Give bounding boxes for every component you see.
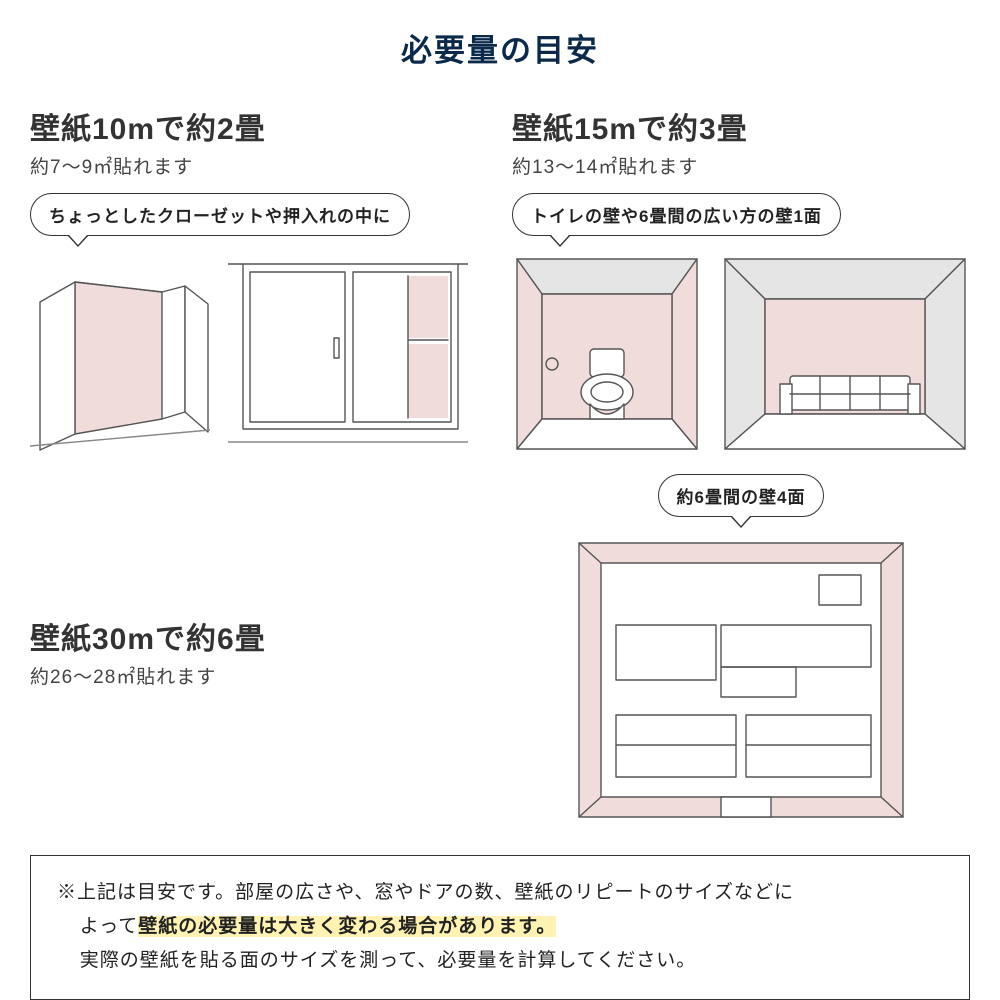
section-30m-illustration: 約6畳間の壁4面: [512, 474, 970, 825]
toilet-room-icon: [512, 254, 702, 454]
room-accent-wall-icon: [720, 254, 970, 454]
speech-bubble: 約6畳間の壁4面: [658, 474, 825, 517]
note-highlight: 壁紙の必要量は大きく変わる場合があります。: [138, 916, 556, 937]
speech-bubble: ちょっとしたクローゼットや押入れの中に: [30, 193, 410, 236]
note-text: よって: [80, 916, 138, 937]
note-line-2: よって壁紙の必要量は大きく変わる場合があります。: [57, 910, 943, 944]
section-sub: 約26～28㎡貼れます: [30, 662, 472, 689]
floor-plan-icon: [571, 535, 911, 825]
section-heading: 壁紙10mで約2畳: [30, 104, 472, 148]
section-30m: 壁紙30mで約6畳 約26～28㎡貼れます: [30, 614, 472, 703]
sections-grid: 壁紙10mで約2畳 約7～9㎡貼れます ちょっとしたクローゼットや押入れの中に: [30, 104, 970, 825]
section-sub: 約7～9㎡貼れます: [30, 152, 472, 179]
section-heading: 壁紙15mで約3畳: [512, 104, 970, 148]
section-10m: 壁紙10mで約2畳 約7～9㎡貼れます ちょっとしたクローゼットや押入れの中に: [30, 104, 472, 454]
speech-bubble: トイレの壁や6畳間の広い方の壁1面: [512, 193, 841, 236]
illustration-row: [512, 254, 970, 454]
section-sub: 約13～14㎡貼れます: [512, 152, 970, 179]
closet-open-icon: [30, 264, 210, 454]
section-15m: 壁紙15mで約3畳 約13～14㎡貼れます トイレの壁や6畳間の広い方の壁1面: [512, 104, 970, 454]
section-heading: 壁紙30mで約6畳: [30, 614, 472, 658]
note-line-3: 実際の壁紙を貼る面のサイズを測って、必要量を計算してください。: [57, 944, 943, 978]
illustration-row: [30, 254, 472, 454]
sliding-closet-icon: [228, 254, 468, 454]
disclaimer-box: ※上記は目安です。部屋の広さや、窓やドアの数、壁紙のリピートのサイズなどに よっ…: [30, 855, 970, 1000]
page-title: 必要量の目安: [30, 25, 970, 70]
note-line-1: ※上記は目安です。部屋の広さや、窓やドアの数、壁紙のリピートのサイズなどに: [57, 876, 943, 910]
